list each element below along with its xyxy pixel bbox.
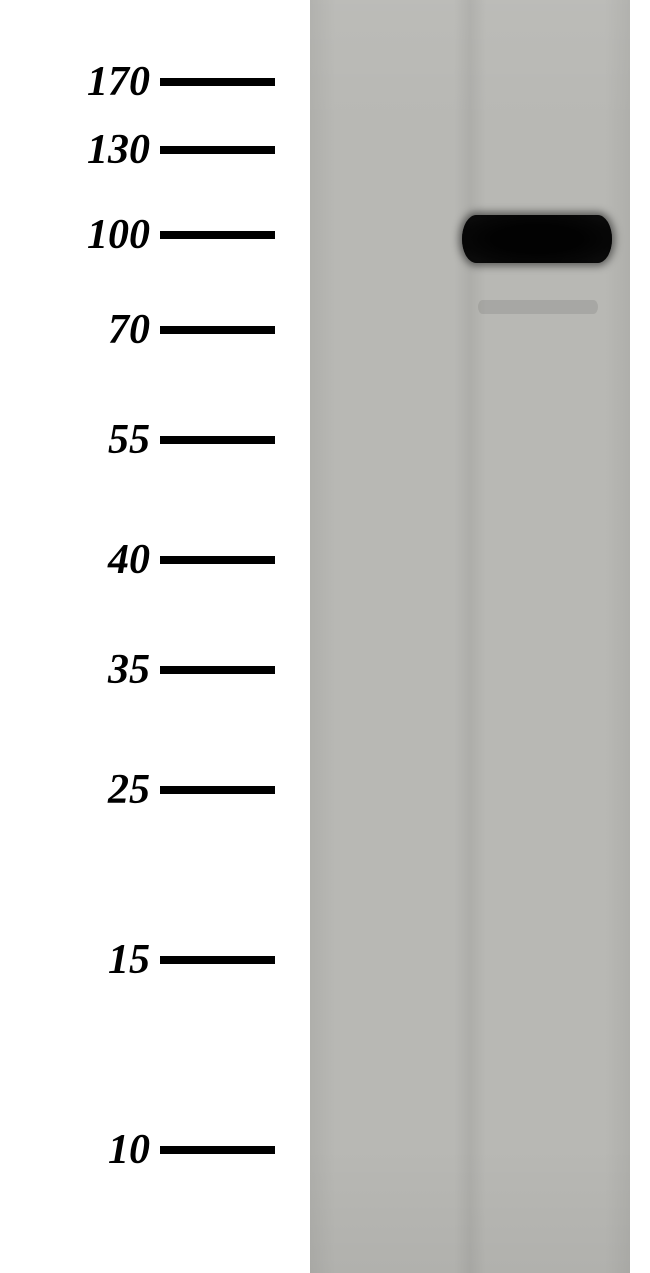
ladder-tick-130	[160, 146, 275, 154]
ladder-tick-15	[160, 956, 275, 964]
ladder-tick-25	[160, 786, 275, 794]
blot-membrane	[310, 0, 630, 1273]
ladder-label-25: 25	[50, 766, 150, 814]
ladder-label-55: 55	[50, 416, 150, 464]
ladder-label-15: 15	[50, 936, 150, 984]
ladder-label-35: 35	[50, 646, 150, 694]
ladder-tick-35	[160, 666, 275, 674]
ladder-tick-10	[160, 1146, 275, 1154]
ladder-marker-170: 170	[0, 58, 300, 106]
ladder-label-10: 10	[50, 1126, 150, 1174]
ladder-marker-55: 55	[0, 416, 300, 464]
molecular-weight-ladder: 170 130 100 70 55 40 35 25 15 10	[0, 0, 300, 1273]
ladder-marker-130: 130	[0, 126, 300, 174]
ladder-tick-170	[160, 78, 275, 86]
western-blot-figure: 170 130 100 70 55 40 35 25 15 10	[0, 0, 650, 1273]
lane-2-sample	[460, 0, 610, 1273]
primary-band-100kda	[462, 215, 612, 263]
ladder-label-130: 130	[50, 126, 150, 174]
ladder-tick-70	[160, 326, 275, 334]
ladder-marker-10: 10	[0, 1126, 300, 1174]
ladder-label-100: 100	[50, 211, 150, 259]
ladder-marker-25: 25	[0, 766, 300, 814]
lane-1-control	[310, 0, 460, 1273]
ladder-label-170: 170	[50, 58, 150, 106]
ladder-tick-55	[160, 436, 275, 444]
ladder-label-40: 40	[50, 536, 150, 584]
ladder-tick-100	[160, 231, 275, 239]
ladder-label-70: 70	[50, 306, 150, 354]
ladder-marker-70: 70	[0, 306, 300, 354]
faint-band-below	[478, 300, 598, 314]
ladder-marker-100: 100	[0, 211, 300, 259]
ladder-marker-15: 15	[0, 936, 300, 984]
ladder-tick-40	[160, 556, 275, 564]
ladder-marker-35: 35	[0, 646, 300, 694]
ladder-marker-40: 40	[0, 536, 300, 584]
